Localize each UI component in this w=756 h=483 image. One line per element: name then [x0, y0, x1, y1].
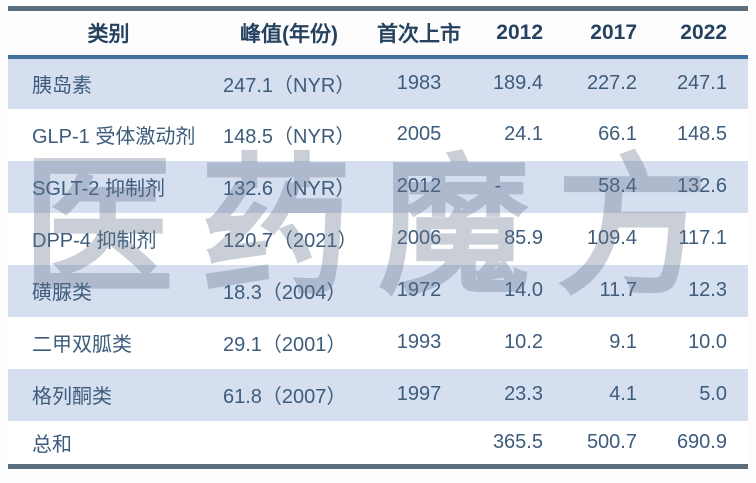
cell-peak: 247.1（NYR）: [223, 75, 356, 97]
cell-first-listed: 1983: [396, 72, 442, 94]
cell-category: DPP-4 抑制剂: [32, 230, 157, 252]
cell-category: 格列酮类: [32, 386, 112, 408]
cell-peak: 18.3（2004）: [223, 282, 347, 304]
table-container: 类别 峰值(年份) 首次上市 2012 2017 2022 胰岛素 247.1（…: [8, 6, 748, 469]
cell-2012: 85.9: [504, 227, 543, 249]
cell-2017: 4.1: [609, 383, 637, 405]
table-row: 磺脲类 18.3（2004） 1972 14.0 11.7 12.3: [8, 264, 748, 317]
cell-peak: [209, 421, 369, 467]
col-header-first-listed: 首次上市: [369, 8, 469, 59]
cell-first-listed: 2006: [396, 227, 442, 249]
cell-2012: -: [494, 175, 502, 197]
cell-first-listed: 1997: [396, 383, 442, 405]
header-row: 类别 峰值(年份) 首次上市 2012 2017 2022: [8, 8, 748, 59]
cell-category: 二甲双胍类: [32, 334, 132, 356]
cell-first-listed: [369, 421, 469, 467]
cell-category: SGLT-2 抑制剂: [32, 178, 165, 200]
cell-2017: 66.1: [598, 123, 637, 145]
col-header-category: 类别: [8, 8, 209, 59]
cell-first-listed: 1993: [396, 331, 442, 353]
table-row: 格列酮类 61.8（2007） 1997 23.3 4.1 5.0: [8, 368, 748, 421]
cell-peak: 61.8（2007）: [223, 386, 347, 408]
cell-2017: 500.7: [586, 430, 637, 453]
cell-2022: 117.1: [678, 227, 727, 249]
table-row-total: 总和 365.5 500.7 690.9: [8, 420, 748, 467]
cell-peak: 120.7（2021）: [223, 230, 358, 252]
table-row: 胰岛素 247.1（NYR） 1983 189.4 227.2 247.1: [8, 56, 748, 109]
col-header-peak-year: 峰值(年份): [209, 8, 369, 59]
cell-2012: 189.4: [492, 72, 543, 94]
cell-2022: 10.0: [688, 331, 727, 353]
cell-category: 总和: [32, 433, 72, 456]
table-row: SGLT-2 抑制剂 132.6（NYR） 2012 - 58.4 132.6: [8, 160, 748, 213]
cell-2022: 690.9: [676, 430, 727, 453]
cell-first-listed: 2005: [396, 123, 442, 145]
col-header-2022: 2022: [641, 8, 748, 59]
cell-2022: 148.5: [676, 123, 727, 145]
cell-2012: 365.5: [492, 430, 543, 453]
cell-first-listed: 1972: [396, 279, 442, 301]
cell-category: GLP-1 受体激动剂: [32, 126, 196, 148]
col-header-2017: 2017: [547, 8, 641, 59]
cell-2012: 10.2: [504, 331, 543, 353]
cell-2012: 23.3: [504, 383, 543, 405]
cell-peak: 132.6（NYR）: [223, 178, 356, 200]
table-row: GLP-1 受体激动剂 148.5（NYR） 2005 24.1 66.1 14…: [8, 108, 748, 161]
cell-peak: 148.5（NYR）: [223, 126, 356, 148]
cell-2012: 24.1: [504, 123, 543, 145]
cell-category: 胰岛素: [32, 75, 92, 97]
cell-category: 磺脲类: [32, 282, 92, 304]
cell-2017: 227.2: [586, 72, 637, 94]
table-row: 二甲双胍类 29.1（2001） 1993 10.2 9.1 10.0: [8, 316, 748, 369]
cell-2022: 5.0: [699, 383, 727, 405]
cell-2022: 247.1: [676, 72, 727, 94]
cell-2012: 14.0: [504, 279, 543, 301]
diabetes-drug-class-sales-table: 类别 峰值(年份) 首次上市 2012 2017 2022 胰岛素 247.1（…: [8, 6, 748, 469]
cell-2017: 11.7: [599, 279, 637, 301]
cell-2017: 9.1: [609, 331, 637, 353]
cell-peak: 29.1（2001）: [223, 334, 347, 356]
cell-2022: 132.6: [676, 175, 727, 197]
cell-2017: 58.4: [598, 175, 637, 197]
table-row: DPP-4 抑制剂 120.7（2021） 2006 85.9 109.4 11…: [8, 212, 748, 265]
cell-2022: 12.3: [688, 279, 727, 301]
cell-first-listed: 2012: [396, 175, 442, 197]
cell-2017: 109.4: [586, 227, 637, 249]
col-header-2012: 2012: [469, 8, 547, 59]
